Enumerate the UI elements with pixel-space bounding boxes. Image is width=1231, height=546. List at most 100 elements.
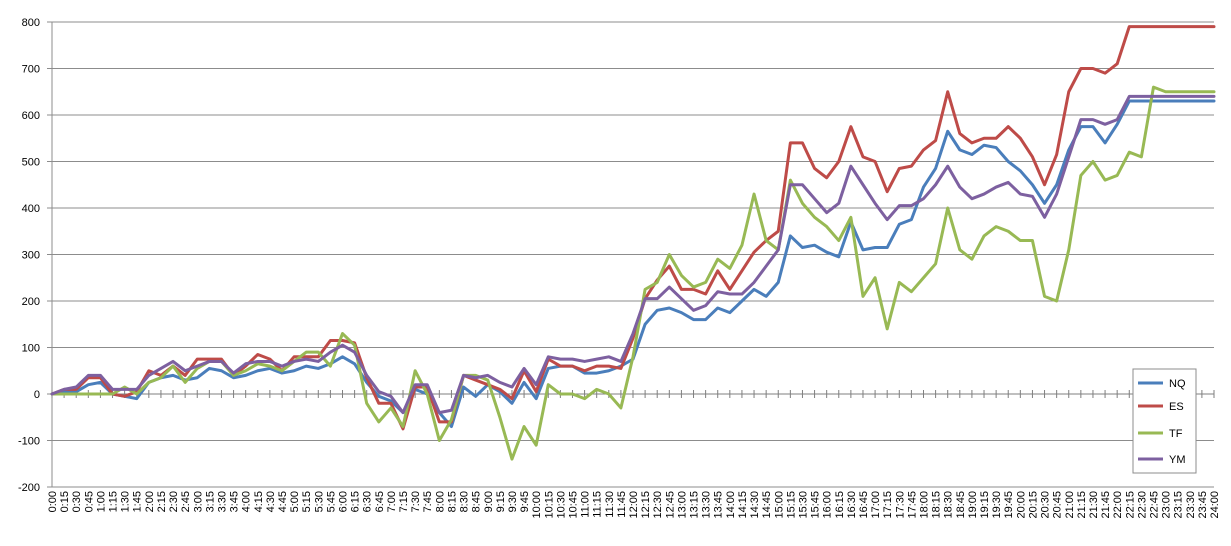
data-point [983,234,986,237]
data-point [728,288,731,291]
x-tick-label: 4:00 [241,491,253,512]
y-tick-label: 400 [22,203,40,215]
data-point [801,183,804,186]
x-tick-label: 23:15 [1173,491,1185,519]
data-point [305,351,308,354]
data-point [680,297,683,300]
data-point [934,262,937,265]
x-tick-label: 8:15 [446,491,458,512]
data-point [958,248,961,251]
data-point [644,323,647,326]
data-point [414,369,417,372]
data-point [595,388,598,391]
data-point [317,360,320,363]
data-point [426,383,429,386]
data-point [861,295,864,298]
data-point [861,248,864,251]
data-point [341,344,344,347]
legend-label-ym: YM [1169,454,1186,466]
data-point [1176,95,1179,98]
x-tick-label: 4:15 [253,491,265,512]
data-point [474,376,477,379]
data-point [789,183,792,186]
data-point [910,204,913,207]
data-point [789,234,792,237]
x-tick-label: 19:00 [967,491,979,519]
data-point [934,167,937,170]
data-point [1091,118,1094,121]
data-point [1079,67,1082,70]
data-point [825,176,828,179]
data-point [813,216,816,219]
data-point [1176,100,1179,103]
data-point [1007,181,1010,184]
data-point [704,318,707,321]
data-point [1031,183,1034,186]
data-point [1140,155,1143,158]
x-tick-label: 15:15 [785,491,797,519]
x-tick-label: 21:00 [1064,491,1076,519]
data-point [1140,25,1143,28]
data-point [329,351,332,354]
data-point [970,141,973,144]
data-point [1031,195,1034,198]
data-point [1128,95,1131,98]
data-point [1043,295,1046,298]
legend: NQ ES TF YM [1132,368,1197,474]
data-point [861,183,864,186]
series-lines [50,25,1216,461]
data-point [716,290,719,293]
data-point [244,362,247,365]
x-tick-label: 1:30 [120,491,132,512]
data-point [547,355,550,358]
data-point [644,288,647,291]
x-tick-label: 20:00 [1015,491,1027,519]
data-point [692,318,695,321]
data-point [983,144,986,147]
x-tick-label: 2:30 [168,491,180,512]
data-point [341,355,344,358]
data-point [1043,216,1046,219]
data-point [1188,100,1191,103]
data-point [837,239,840,242]
data-point [874,246,877,249]
data-point [716,269,719,272]
data-point [123,395,126,398]
data-point [910,218,913,221]
x-tick-label: 7:45 [422,491,434,512]
x-tick-label: 5:00 [289,491,301,512]
data-point [523,367,526,370]
data-point [849,216,852,219]
data-point [1019,169,1022,172]
data-point [208,367,211,370]
data-point [1164,95,1167,98]
data-point [1043,183,1046,186]
y-tick-label: 700 [22,64,40,76]
data-point [632,355,635,358]
data-point [1140,95,1143,98]
data-point [583,397,586,400]
data-point [1213,25,1216,28]
x-tick-label: 6:45 [374,491,386,512]
data-point [765,239,768,242]
data-point [886,327,889,330]
x-tick-label: 21:45 [1100,491,1112,519]
data-point [753,281,756,284]
data-point [668,286,671,289]
data-point [995,225,998,228]
data-point [595,365,598,368]
x-tick-label: 9:15 [495,491,507,512]
data-point [523,381,526,384]
data-point [644,297,647,300]
data-point [1019,239,1022,242]
data-point [874,276,877,279]
data-point [789,179,792,182]
data-point [789,141,792,144]
data-point [753,193,756,196]
data-point [474,395,477,398]
data-point [849,165,852,168]
legend-box [1132,368,1197,474]
